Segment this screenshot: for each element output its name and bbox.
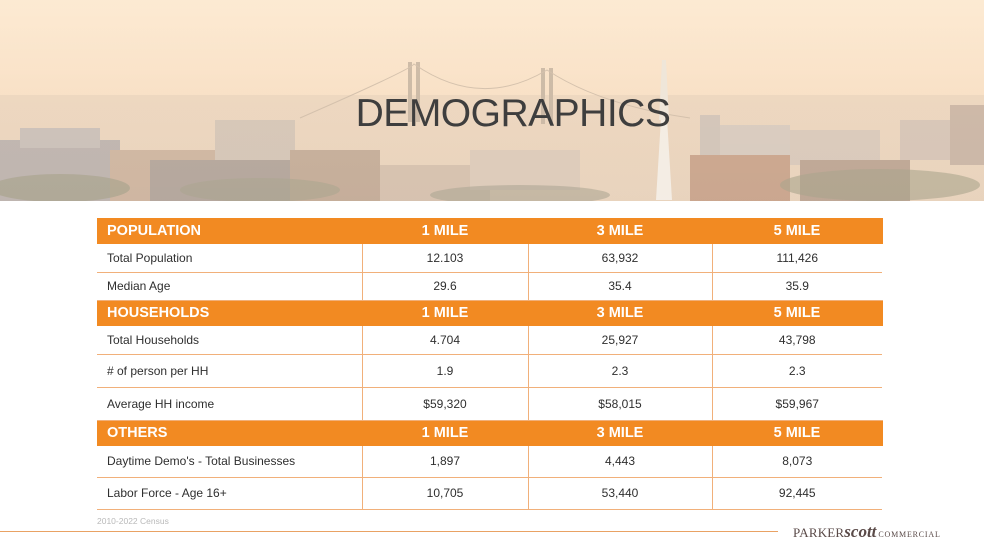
column-header-3-mile: 3 MILE (528, 420, 713, 446)
footer-divider (0, 531, 778, 532)
cell-3-mile: 4,443 (528, 446, 713, 478)
section-header-households: HOUSEHOLDS 1 MILE 3 MILE 5 MILE (97, 300, 883, 326)
column-header-1-mile: 1 MILE (362, 218, 529, 244)
row-label: Total Population (97, 244, 363, 273)
cell-1-mile: 1.9 (362, 354, 529, 388)
cell-1-mile: 10,705 (362, 477, 529, 510)
cell-1-mile: 1,897 (362, 446, 529, 478)
city-skyline-image (0, 60, 984, 201)
cell-5-mile: 111,426 (712, 244, 882, 273)
row-label: Median Age (97, 272, 363, 301)
table-row: Average HH income $59,320 $58,015 $59,96… (97, 387, 882, 421)
column-header-5-mile: 5 MILE (712, 218, 883, 244)
cell-3-mile: 2.3 (528, 354, 713, 388)
logo-text-parker: PARKER (793, 525, 845, 540)
column-header-5-mile: 5 MILE (712, 300, 883, 326)
cell-3-mile: $58,015 (528, 387, 713, 421)
cell-5-mile: $59,967 (712, 387, 882, 421)
hero-overlay (0, 0, 984, 201)
cell-5-mile: 35.9 (712, 272, 882, 301)
table-row: Total Population 12.103 63,932 111,426 (97, 244, 882, 273)
cell-5-mile: 8,073 (712, 446, 882, 478)
cell-3-mile: 53,440 (528, 477, 713, 510)
column-header-3-mile: 3 MILE (528, 218, 713, 244)
section-header-others: OTHERS 1 MILE 3 MILE 5 MILE (97, 420, 883, 446)
row-label: Total Households (97, 326, 363, 355)
table-row: Daytime Demo's - Total Businesses 1,897 … (97, 446, 882, 478)
row-label: # of person per HH (97, 354, 363, 388)
cell-1-mile: 4.704 (362, 326, 529, 355)
column-header-1-mile: 1 MILE (362, 300, 529, 326)
cell-1-mile: 12.103 (362, 244, 529, 273)
section-heading: POPULATION (97, 218, 363, 244)
column-header-5-mile: 5 MILE (712, 420, 883, 446)
cell-3-mile: 35.4 (528, 272, 713, 301)
company-logo: PARKERscott COMMERCIAL (793, 522, 941, 542)
cell-1-mile: $59,320 (362, 387, 529, 421)
section-heading: HOUSEHOLDS (97, 300, 363, 326)
cell-5-mile: 92,445 (712, 477, 882, 510)
column-header-3-mile: 3 MILE (528, 300, 713, 326)
row-label: Labor Force - Age 16+ (97, 477, 363, 510)
row-label: Daytime Demo's - Total Businesses (97, 446, 363, 478)
section-header-population: POPULATION 1 MILE 3 MILE 5 MILE (97, 218, 883, 244)
cell-1-mile: 29.6 (362, 272, 529, 301)
table-row: # of person per HH 1.9 2.3 2.3 (97, 354, 882, 388)
cell-5-mile: 2.3 (712, 354, 882, 388)
cell-5-mile: 43,798 (712, 326, 882, 355)
logo-text-commercial: COMMERCIAL (878, 530, 941, 539)
source-note: 2010-2022 Census (97, 516, 169, 526)
row-label: Average HH income (97, 387, 363, 421)
table-row: Total Households 4.704 25,927 43,798 (97, 326, 882, 355)
cell-3-mile: 63,932 (528, 244, 713, 273)
hero-banner: DEMOGRAPHICS (0, 0, 984, 201)
cell-3-mile: 25,927 (528, 326, 713, 355)
demographics-table: POPULATION 1 MILE 3 MILE 5 MILE Total Po… (97, 218, 883, 510)
page-title: DEMOGRAPHICS (355, 92, 671, 135)
logo-text-scott: scott (844, 522, 877, 541)
table-row: Labor Force - Age 16+ 10,705 53,440 92,4… (97, 477, 882, 510)
section-heading: OTHERS (97, 420, 363, 446)
table-row: Median Age 29.6 35.4 35.9 (97, 272, 882, 301)
column-header-1-mile: 1 MILE (362, 420, 529, 446)
